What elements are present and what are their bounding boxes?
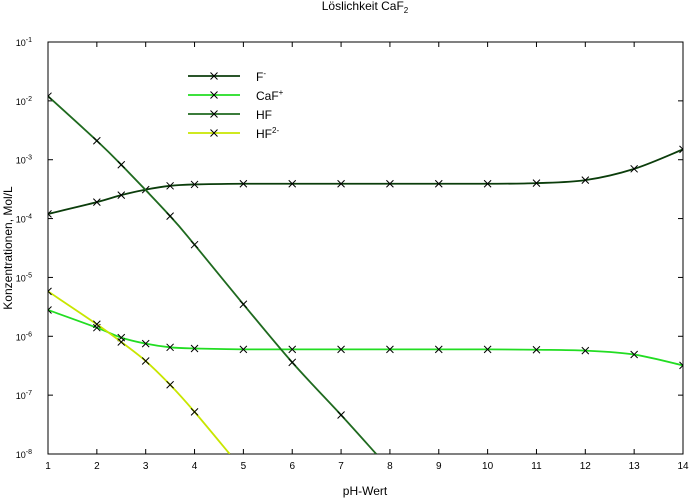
x-tick-label: 5: [241, 461, 247, 472]
data-point: [141, 357, 150, 365]
legend-label: CaF+: [256, 88, 284, 103]
data-point: [92, 136, 101, 145]
x-tick-label: 14: [677, 461, 689, 472]
x-tick-label: 11: [531, 461, 542, 472]
y-axis-label: Konzentrationen, Mol/L: [1, 186, 15, 310]
data-point: [239, 345, 248, 354]
axis-ticks: 1 2 3 4 5 6 7 8 9 10 11 12 13 1410-810-710-610-510-41…: [16, 37, 689, 472]
data-point: [117, 160, 126, 169]
series-line: [48, 95, 377, 454]
data-point: [92, 198, 101, 207]
data-point: [166, 343, 174, 352]
chart-title-subscript: 2: [404, 6, 409, 15]
data-point: [386, 345, 394, 354]
data-point: [48, 306, 52, 314]
data-point: [190, 344, 199, 353]
x-tick-label: 2: [94, 461, 100, 472]
data-point: [48, 287, 52, 296]
data-point: [679, 361, 683, 370]
series-group: [48, 92, 683, 454]
x-tick-label: 1: [45, 461, 51, 472]
series-line: [48, 148, 683, 215]
data-point: [679, 145, 683, 154]
data-point: [92, 320, 101, 329]
legend-marker: [210, 110, 218, 118]
data-point: [483, 345, 492, 354]
data-point: [190, 240, 199, 249]
data-point: [166, 380, 174, 389]
legend-marker: [210, 72, 218, 80]
legend-label: HF: [256, 108, 272, 122]
data-point: [166, 212, 174, 220]
chart-title-main: Löslichkeit CaF: [322, 0, 404, 13]
x-axis-label: pH-Wert: [343, 484, 388, 498]
x-tick-label: 10: [482, 461, 494, 472]
plot-area-frame: [47, 41, 684, 455]
x-tick-label: 8: [387, 461, 393, 472]
x-tick-label: 6: [289, 461, 295, 472]
x-tick-label: 3: [143, 461, 149, 472]
x-tick-label: 12: [580, 461, 592, 472]
series-3: [48, 287, 231, 454]
legend-label: HF2-: [256, 126, 279, 141]
data-point: [288, 358, 297, 367]
legend-marker: [210, 129, 218, 137]
y-tick-label: 10-5: [16, 272, 32, 283]
data-point: [483, 179, 492, 188]
y-tick-label: 10-2: [16, 96, 32, 107]
data-point: [434, 179, 443, 188]
y-tick-label: 10-3: [16, 155, 32, 166]
x-tick-label: 13: [629, 461, 641, 472]
data-point: [386, 179, 394, 188]
data-point: [630, 350, 639, 359]
data-point: [190, 180, 199, 189]
series-1: [48, 306, 683, 370]
legend: F- CaF+ HF HF2-: [188, 69, 284, 141]
data-point: [532, 345, 541, 354]
data-point: [581, 176, 590, 184]
x-tick-label: 9: [436, 461, 442, 472]
x-tick-label: 7: [338, 461, 344, 472]
data-point: [337, 411, 345, 419]
series-2: [48, 92, 377, 454]
data-point: [434, 345, 443, 354]
data-point: [581, 346, 590, 355]
data-point: [190, 408, 199, 416]
data-point: [166, 181, 174, 190]
series-0: [48, 145, 683, 218]
data-point: [630, 164, 639, 173]
data-point: [48, 92, 52, 101]
series-line: [48, 290, 231, 454]
y-tick-label: 10-1: [16, 37, 32, 48]
data-point: [239, 300, 248, 309]
legend-label: F-: [256, 69, 266, 84]
x-tick-label: 4: [192, 461, 198, 472]
data-point: [141, 339, 150, 348]
data-point: [532, 179, 541, 187]
data-point: [288, 345, 297, 354]
data-point: [337, 345, 345, 354]
y-tick-label: 10-8: [16, 449, 32, 460]
y-tick-label: 10-7: [16, 390, 32, 401]
y-tick-label: 10-6: [16, 331, 32, 342]
data-point: [337, 179, 345, 188]
legend-marker: [210, 91, 218, 99]
data-point: [48, 210, 52, 218]
data-point: [117, 338, 126, 346]
data-point: [239, 179, 248, 188]
data-point: [288, 179, 297, 188]
y-tick-label: 10-4: [16, 214, 32, 225]
chart-title: Löslichkeit CaF2: [322, 0, 409, 15]
series-line: [48, 309, 683, 367]
data-point: [117, 191, 126, 200]
